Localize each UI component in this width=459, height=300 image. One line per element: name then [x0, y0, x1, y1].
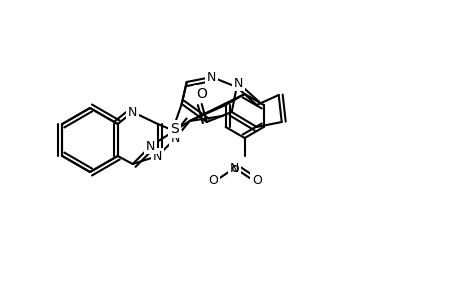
Text: S: S [170, 122, 179, 136]
Text: N: N [128, 106, 137, 118]
Text: O: O [251, 173, 261, 187]
Text: O: O [196, 87, 207, 101]
Text: O: O [207, 173, 217, 187]
Text: N: N [234, 76, 243, 89]
Text: N: N [230, 161, 239, 175]
Text: N: N [146, 140, 155, 152]
Text: N: N [207, 70, 216, 83]
Text: N: N [153, 149, 162, 163]
Text: N: N [171, 131, 180, 145]
